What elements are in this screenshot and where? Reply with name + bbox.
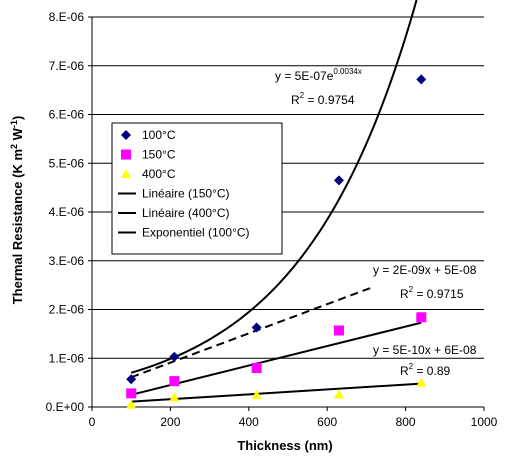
x-tick-label: 1000 [471,415,498,429]
trendline-linear-400c [131,382,422,403]
legend-box [111,122,283,255]
point-400c [416,377,427,387]
point-400c [126,399,137,409]
legend-marker-100c [121,130,131,140]
y-tick-label: 5.E-06 [49,156,85,170]
point-100c [333,175,344,186]
point-150c [169,376,180,387]
x-tick-label: 800 [396,415,416,429]
point-100c [126,374,137,385]
y-tick-label: 2.E-06 [49,303,85,317]
x-tick-label: 400 [239,415,259,429]
point-400c [169,392,180,402]
legend-label: Linéaire (400°C) [142,206,230,220]
legend-marker-150c [121,149,131,160]
exp-r2: R2 = 0.9754 [291,91,355,107]
y-tick-label: 8.E-06 [49,10,85,24]
point-150c [251,363,262,373]
x-axis-title: Thickness (nm) [237,438,332,453]
y-axis-title: Thermal Resistance (K m2 W-1) [9,116,25,305]
y-tick-label: 3.E-06 [49,254,85,268]
point-100c [169,351,180,362]
legend-marker-400c [121,169,131,178]
legend-label: 400°C [142,167,176,181]
x-tick-label: 600 [317,415,337,429]
exponential-annotation: y = 5E-07e0.0034x R2 = 0.9754 [275,67,362,107]
y-tick-label: 7.E-06 [49,59,85,73]
tick-labels: 0.E+00 1.E-06 2.E-06 3.E-06 4.E-06 5.E-06 6.E-… [46,10,498,429]
y-tick-label: 4.E-06 [49,205,85,219]
legend-label: Linéaire (150°C) [142,187,230,201]
y-tick-label: 1.E-06 [49,351,85,365]
linear400-annotation: y = 5E-10x + 6E-08 R2 = 0.89 [373,343,477,378]
trendlines [130,0,422,403]
lin150-r2: R2 = 0.9715 [400,285,464,301]
y-tick-label: 0.E+00 [46,400,85,414]
trendline-exponential-100c [130,0,418,374]
linear150-annotation: y = 2E-09x + 5E-08 R2 = 0.9715 [373,263,477,301]
legend: 100°C 150°C 400°C Linéaire (150°C) Linéaire … [111,122,283,255]
exp-equation: y = 5E-07e0.0034x [275,67,362,83]
x-tick-label: 0 [89,415,96,429]
legend-label: 100°C [142,128,176,142]
trendline-linear-150c [130,321,422,396]
lin150-equation: y = 2E-09x + 5E-08 [373,263,477,277]
lin400-equation: y = 5E-10x + 6E-08 [373,343,477,357]
point-100c [251,322,262,333]
data-points [126,74,427,409]
point-150c [416,312,427,323]
point-400c [251,389,262,399]
x-tick-label: 200 [160,415,180,429]
legend-label: 150°C [142,148,176,162]
point-400c [333,389,344,399]
axes [88,16,485,411]
y-tick-label: 6.E-06 [49,108,85,122]
lin400-r2: R2 = 0.89 [400,362,450,378]
point-150c [333,325,344,336]
point-150c [126,388,137,399]
point-100c [416,74,427,85]
dashed-line [130,285,375,379]
legend-label: Exponentiel (100°C) [142,226,250,240]
